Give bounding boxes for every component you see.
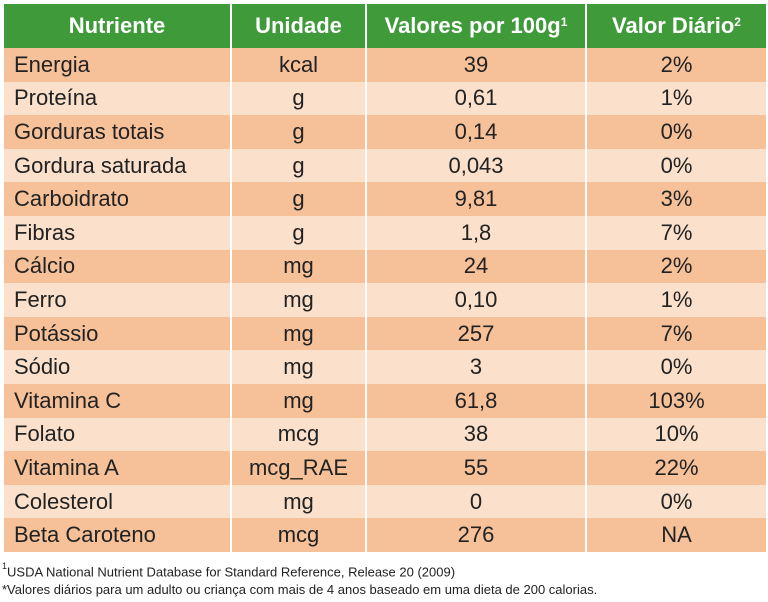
cell-nutriente: Carboidrato: [4, 182, 232, 216]
table-header: Nutriente Unidade Valores por 100g 1 Valo…: [4, 4, 766, 48]
cell-valor-diario: 0%: [660, 118, 693, 144]
cell-nutriente: Folato: [4, 417, 232, 452]
cell-valor: 24: [367, 249, 587, 284]
cell-valor-diario: 0%: [660, 488, 693, 514]
cell-nutriente: Gordura saturada: [4, 148, 232, 183]
table-row: Colesterol mg 0 0%: [4, 484, 766, 519]
cell-valor-diario: 0%: [660, 152, 693, 178]
footnote-source: 1USDA National Nutrient Database for Sta…: [2, 561, 456, 580]
cell-valor: 55: [367, 451, 587, 485]
footnote-source-marker: 1: [2, 561, 8, 571]
cell-nutriente: Potássio: [4, 316, 232, 351]
header-valores-label: Valores por 100g: [384, 13, 561, 38]
header-valor-diario: Valor Diário 2: [587, 4, 766, 48]
header-valor-diario-footnote-marker: 2: [734, 15, 741, 29]
header-nutriente-label: Nutriente: [68, 13, 166, 38]
cell-valor: 9,81: [367, 182, 587, 216]
cell-valor: 39: [367, 48, 587, 82]
table-body: Energia kcal 39 2% Proteína g 0,61 1% Gorduras t…: [4, 48, 766, 552]
table-row: Sódio mg 3 0%: [4, 350, 766, 384]
cell-valor-diario: 1%: [660, 286, 693, 312]
cell-valor-diario: 7%: [660, 219, 693, 245]
cell-unidade: mcg: [232, 518, 367, 552]
cell-valor-diario: 22%: [654, 454, 699, 480]
cell-valor-diario: 10%: [654, 421, 699, 447]
cell-unidade: mg: [232, 249, 367, 284]
cell-nutriente: Cálcio: [4, 249, 232, 284]
cell-nutriente: Fibras: [4, 215, 232, 250]
nutrition-table: Nutriente Unidade Valores por 100g 1 Valo…: [4, 4, 766, 552]
cell-nutriente: Gorduras totais: [4, 115, 232, 149]
cell-valor: 0,10: [367, 283, 587, 317]
cell-valor-diario: 2%: [660, 51, 693, 77]
cell-unidade: mg: [232, 283, 367, 317]
footnote-daily-values-text: *Valores diários para um adulto ou crian…: [2, 582, 598, 597]
table-row: Ferro mg 0,10 1%: [4, 283, 766, 317]
cell-unidade: mg: [232, 383, 367, 418]
footnote-daily-values: *Valores diários para um adulto ou crian…: [2, 582, 597, 597]
table-row: Gordura saturada g 0,043 0%: [4, 148, 766, 183]
cell-valor: 1,8: [367, 215, 587, 250]
cell-unidade: mcg: [232, 417, 367, 452]
cell-valor: 276: [367, 518, 587, 552]
cell-unidade: mg: [232, 484, 367, 519]
cell-nutriente: Vitamina C: [4, 383, 232, 418]
cell-nutriente: Sódio: [4, 350, 232, 384]
header-unidade: Unidade: [232, 4, 367, 48]
header-unidade-label: Unidade: [255, 13, 342, 38]
cell-unidade: g: [232, 148, 367, 183]
cell-valor-diario: 3%: [660, 186, 693, 212]
cell-valor-diario: 2%: [660, 253, 693, 279]
cell-valor: 0,14: [367, 115, 587, 149]
header-valores-footnote-marker: 1: [560, 15, 568, 29]
table-row: Gorduras totais g 0,14 0%: [4, 115, 766, 149]
cell-valor-diario: 7%: [660, 320, 693, 346]
cell-valor: 3: [367, 350, 587, 384]
footnote-source-text: USDA National Nutrient Database for Stan…: [7, 564, 456, 580]
cell-unidade: g: [232, 115, 367, 149]
cell-nutriente: Colesterol: [4, 484, 232, 519]
cell-valor: 38: [367, 417, 587, 452]
table-row: Fibras g 1,8 7%: [4, 215, 766, 250]
cell-unidade: g: [232, 81, 367, 116]
header-nutriente: Nutriente: [4, 4, 232, 48]
header-valor-diario-label: Valor Diário: [612, 13, 735, 38]
cell-nutriente: Vitamina A: [4, 451, 232, 485]
table-row: Beta Caroteno mcg 276 NA: [4, 518, 766, 552]
cell-valor-diario: NA: [661, 522, 692, 548]
cell-unidade: mg: [232, 316, 367, 351]
table-row: Potássio mg 257 7%: [4, 316, 766, 351]
cell-nutriente: Beta Caroteno: [4, 518, 232, 552]
cell-nutriente: Ferro: [4, 283, 232, 317]
cell-nutriente: Proteína: [4, 81, 232, 116]
cell-unidade: mcg_RAE: [232, 451, 367, 485]
cell-valor: 0: [367, 484, 587, 519]
cell-valor: 0,043: [367, 148, 587, 183]
cell-valor-diario: 1%: [660, 85, 693, 111]
cell-valor-diario: 0%: [660, 354, 693, 380]
table-row: Energia kcal 39 2%: [4, 48, 766, 82]
cell-unidade: g: [232, 182, 367, 216]
cell-unidade: mg: [232, 350, 367, 384]
cell-valor-diario: 103%: [648, 387, 705, 413]
cell-nutriente: Energia: [4, 48, 232, 82]
cell-unidade: g: [232, 215, 367, 250]
table-row: Carboidrato g 9,81 3%: [4, 182, 766, 216]
table-row: Cálcio mg 24 2%: [4, 249, 766, 284]
cell-unidade: kcal: [232, 48, 367, 82]
cell-valor: 257: [367, 316, 587, 351]
cell-valor: 0,61: [367, 81, 587, 116]
table-row: Proteína g 0,61 1%: [4, 81, 766, 116]
table-row: Folato mcg 38 10%: [4, 417, 766, 452]
header-valores: Valores por 100g 1: [367, 4, 587, 48]
cell-valor: 61,8: [367, 383, 587, 418]
